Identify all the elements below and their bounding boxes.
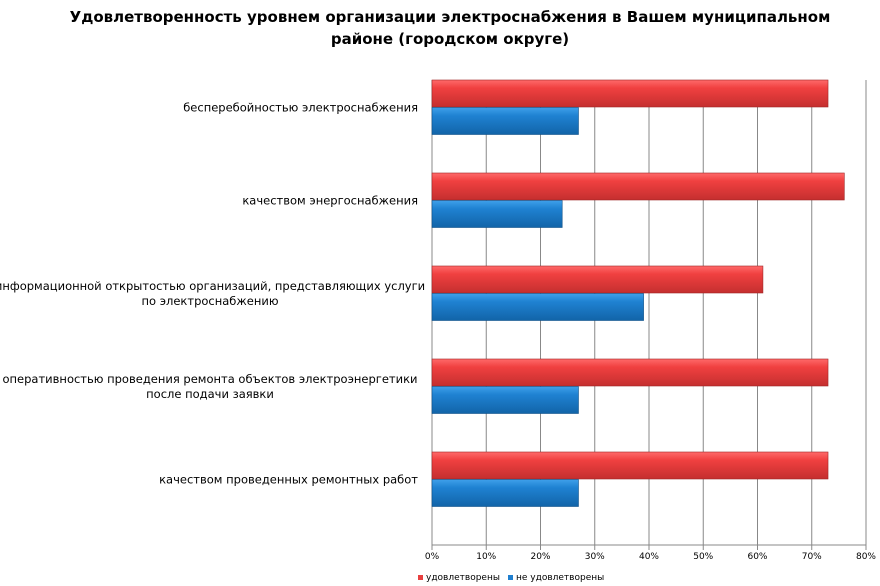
bar-satisfied xyxy=(431,451,829,480)
category-label: качеством проведенных ремонтных работ xyxy=(159,473,418,487)
tick-label: 30% xyxy=(585,552,605,562)
legend-label: не удовлетворены xyxy=(516,573,604,583)
tick-label: 10% xyxy=(476,552,496,562)
bar-unsatisfied xyxy=(431,386,579,414)
bar-satisfied xyxy=(431,358,829,387)
category-label: после подачи заявки xyxy=(146,387,274,401)
category-label: информационной открытостью организаций, … xyxy=(0,279,425,293)
tick-label: 70% xyxy=(802,552,822,562)
bar-satisfied xyxy=(431,172,845,201)
tick-label: 50% xyxy=(693,552,713,562)
bar-unsatisfied xyxy=(431,479,579,507)
category-label: бесперебойностью электроснабжения xyxy=(183,101,418,115)
category-label: по электроснабжению xyxy=(141,294,278,308)
bar-satisfied xyxy=(431,79,829,108)
bar-unsatisfied xyxy=(431,107,579,135)
bar-satisfied xyxy=(431,265,764,294)
category-label: оперативностью проведения ремонта объект… xyxy=(3,372,418,386)
bar-unsatisfied xyxy=(431,200,563,228)
tick-label: 80% xyxy=(856,552,876,562)
tick-label: 0% xyxy=(425,552,440,562)
bar-unsatisfied xyxy=(431,293,644,321)
chart-title: Удовлетворенность уровнем организации эл… xyxy=(69,8,831,48)
legend-marker xyxy=(508,575,513,580)
category-label: качеством энергоснабжения xyxy=(242,194,418,208)
tick-label: 60% xyxy=(747,552,767,562)
tick-label: 40% xyxy=(639,552,659,562)
legend-label: удовлетворены xyxy=(426,573,500,583)
legend-marker xyxy=(418,575,423,580)
tick-label: 20% xyxy=(530,552,550,562)
